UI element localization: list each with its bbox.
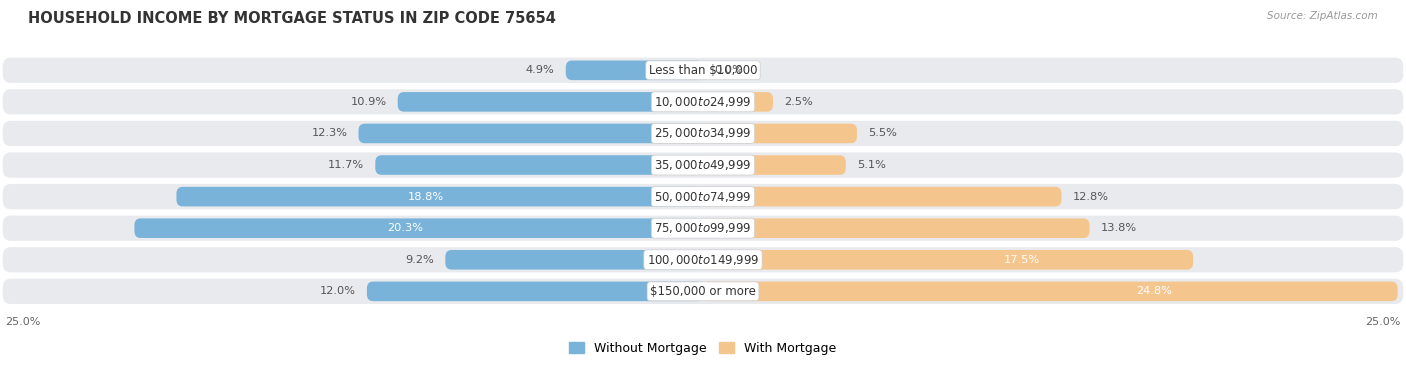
Text: $25,000 to $34,999: $25,000 to $34,999 bbox=[654, 127, 752, 141]
Text: $50,000 to $74,999: $50,000 to $74,999 bbox=[654, 190, 752, 204]
FancyBboxPatch shape bbox=[703, 92, 773, 112]
Legend: Without Mortgage, With Mortgage: Without Mortgage, With Mortgage bbox=[564, 337, 842, 360]
Text: $35,000 to $49,999: $35,000 to $49,999 bbox=[654, 158, 752, 172]
Text: 13.8%: 13.8% bbox=[1101, 223, 1137, 233]
Text: 20.3%: 20.3% bbox=[387, 223, 423, 233]
Text: $75,000 to $99,999: $75,000 to $99,999 bbox=[654, 221, 752, 235]
FancyBboxPatch shape bbox=[703, 155, 846, 175]
FancyBboxPatch shape bbox=[565, 60, 703, 80]
Text: $150,000 or more: $150,000 or more bbox=[650, 285, 756, 298]
Text: 18.8%: 18.8% bbox=[408, 192, 444, 201]
FancyBboxPatch shape bbox=[703, 187, 1062, 206]
FancyBboxPatch shape bbox=[375, 155, 703, 175]
Text: 24.8%: 24.8% bbox=[1136, 287, 1173, 296]
FancyBboxPatch shape bbox=[703, 218, 1090, 238]
Text: 5.5%: 5.5% bbox=[869, 129, 897, 138]
Text: 9.2%: 9.2% bbox=[405, 255, 434, 265]
Text: 12.8%: 12.8% bbox=[1073, 192, 1109, 201]
FancyBboxPatch shape bbox=[3, 279, 1403, 304]
FancyBboxPatch shape bbox=[703, 282, 1398, 301]
Text: 17.5%: 17.5% bbox=[1004, 255, 1039, 265]
FancyBboxPatch shape bbox=[3, 89, 1403, 115]
FancyBboxPatch shape bbox=[703, 124, 858, 143]
Text: 5.1%: 5.1% bbox=[858, 160, 886, 170]
FancyBboxPatch shape bbox=[3, 58, 1403, 83]
Text: 11.7%: 11.7% bbox=[328, 160, 364, 170]
FancyBboxPatch shape bbox=[446, 250, 703, 270]
FancyBboxPatch shape bbox=[398, 92, 703, 112]
Text: 25.0%: 25.0% bbox=[6, 317, 41, 327]
FancyBboxPatch shape bbox=[135, 218, 703, 238]
FancyBboxPatch shape bbox=[3, 215, 1403, 241]
FancyBboxPatch shape bbox=[3, 247, 1403, 273]
FancyBboxPatch shape bbox=[703, 250, 1194, 270]
Text: 25.0%: 25.0% bbox=[1365, 317, 1400, 327]
FancyBboxPatch shape bbox=[359, 124, 703, 143]
Text: HOUSEHOLD INCOME BY MORTGAGE STATUS IN ZIP CODE 75654: HOUSEHOLD INCOME BY MORTGAGE STATUS IN Z… bbox=[28, 11, 555, 26]
Text: 0.0%: 0.0% bbox=[714, 65, 744, 75]
Text: $10,000 to $24,999: $10,000 to $24,999 bbox=[654, 95, 752, 109]
FancyBboxPatch shape bbox=[3, 121, 1403, 146]
FancyBboxPatch shape bbox=[176, 187, 703, 206]
Text: 12.3%: 12.3% bbox=[311, 129, 347, 138]
FancyBboxPatch shape bbox=[3, 184, 1403, 209]
FancyBboxPatch shape bbox=[367, 282, 703, 301]
Text: Source: ZipAtlas.com: Source: ZipAtlas.com bbox=[1267, 11, 1378, 21]
Text: $100,000 to $149,999: $100,000 to $149,999 bbox=[647, 253, 759, 267]
Text: 10.9%: 10.9% bbox=[350, 97, 387, 107]
Text: 4.9%: 4.9% bbox=[526, 65, 554, 75]
FancyBboxPatch shape bbox=[3, 152, 1403, 178]
Text: Less than $10,000: Less than $10,000 bbox=[648, 64, 758, 77]
Text: 2.5%: 2.5% bbox=[785, 97, 813, 107]
Text: 12.0%: 12.0% bbox=[319, 287, 356, 296]
